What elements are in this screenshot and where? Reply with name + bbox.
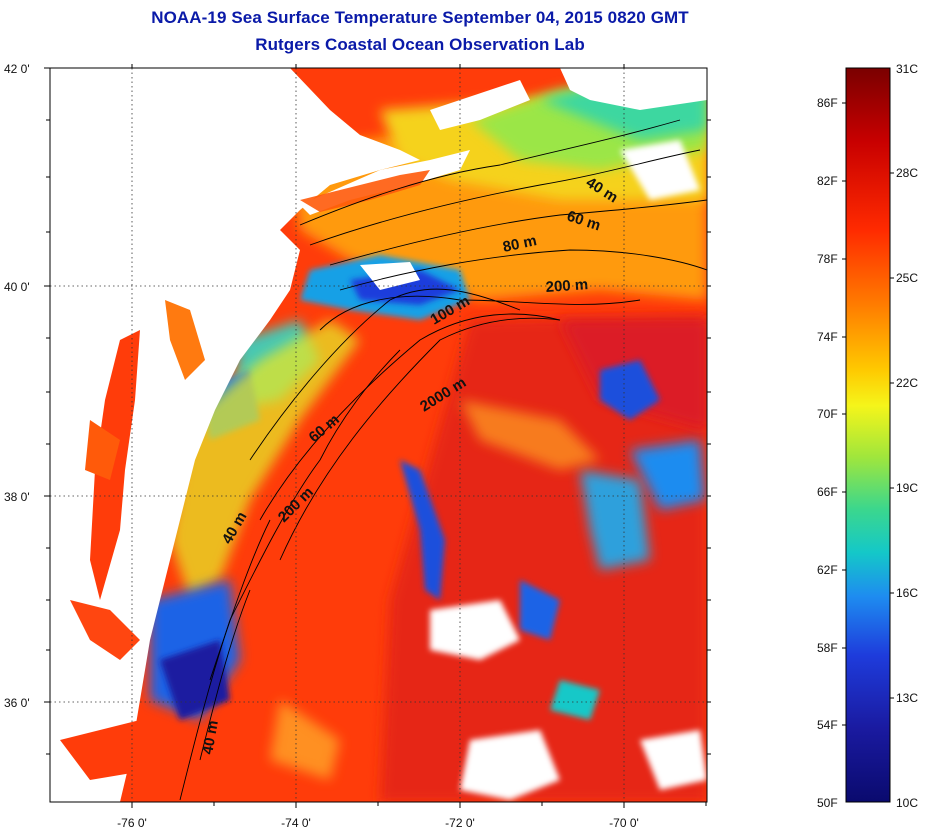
map-subtitle: Rutgers Coastal Ocean Observation Lab [255,35,585,54]
sst-field: 40 m 60 m 80 m 200 m 100 m 2000 m 60 m 2… [50,68,707,802]
map-title: NOAA-19 Sea Surface Temperature Septembe… [151,8,689,27]
colorbar-ticks [842,102,894,726]
colorbar-f-label: 70F [817,407,838,421]
colorbar-c-label: 16C [896,586,919,600]
axis-ticks [44,64,711,808]
colorbar-f-label: 82F [817,174,838,188]
lon-label: -76 0' [117,816,147,830]
lon-label: -72 0' [445,816,475,830]
colorbar-f-label: 54F [817,718,838,732]
colorbar-c-label: 19C [896,481,919,495]
contour-label: 40 m [199,719,222,756]
colorbar-c-label: 22C [896,376,919,390]
lon-label: -70 0' [609,816,639,830]
colorbar-f-label: 86F [817,96,838,110]
lat-label: 40 0' [4,280,30,294]
lat-label: 38 0' [4,490,30,504]
colorbar [845,67,891,803]
bathymetry-contours [179,119,707,801]
lat-label: 36 0' [4,696,30,710]
colorbar-f-label: 78F [817,252,838,266]
colorbar-c-label: 28C [896,166,919,180]
colorbar-f-label: 58F [817,641,838,655]
contour-label: 200 m [545,276,589,296]
colorbar-c-label: 31C [896,62,919,76]
colorbar-f-label: 50F [817,796,838,810]
graticule [50,68,707,802]
lat-label: 42 0' [4,62,30,76]
colorbar-f-label: 66F [817,485,838,499]
colorbar-f-label: 62F [817,563,838,577]
colorbar-c-label: 25C [896,271,919,285]
lon-label: -74 0' [281,816,311,830]
colorbar-c-label: 13C [896,691,919,705]
contour-label: 80 m [501,232,538,256]
colorbar-c-label: 10C [896,796,919,810]
colorbar-f-label: 74F [817,330,838,344]
